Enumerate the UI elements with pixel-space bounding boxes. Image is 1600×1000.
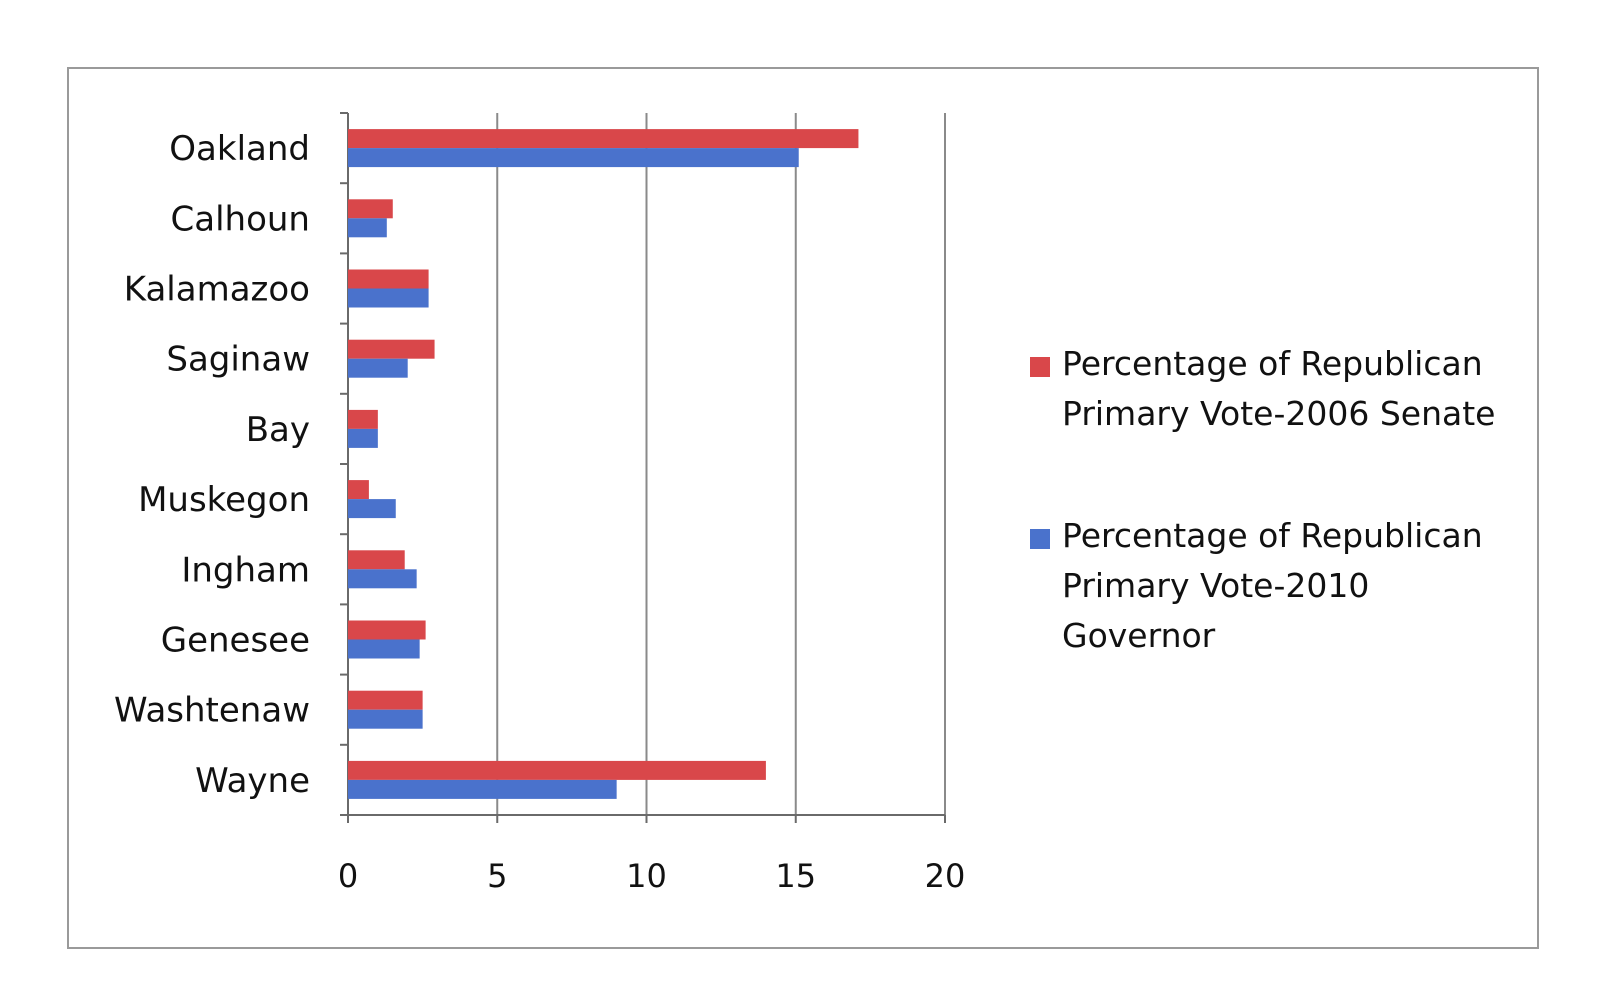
- x-tick-label: 20: [925, 857, 966, 895]
- legend-label-series-1: Primary Vote-2006 Senate: [1062, 394, 1495, 433]
- x-tick-label: 10: [626, 857, 667, 895]
- chart-border: [67, 67, 1539, 949]
- bar-genesee-series-2: [348, 639, 420, 659]
- bar-kalamazoo-series-2: [348, 288, 429, 308]
- legend-swatch-series-1: [1030, 357, 1050, 377]
- x-tick-label: 15: [775, 857, 816, 895]
- x-tick-label: 0: [338, 857, 358, 895]
- category-label: Bay: [246, 410, 310, 450]
- legend-label-series-2: Governor: [1062, 616, 1216, 655]
- bar-wayne-series-2: [348, 779, 617, 799]
- category-label: Saginaw: [166, 340, 310, 380]
- bar-ingham-series-1: [348, 550, 405, 570]
- bar-saginaw-series-1: [348, 339, 435, 359]
- bar-muskegon-series-2: [348, 499, 396, 519]
- bar-kalamazoo-series-1: [348, 269, 429, 289]
- legend-label-series-1: Percentage of Republican: [1062, 344, 1483, 383]
- bar-calhoun-series-1: [348, 199, 393, 219]
- bar-washtenaw-series-2: [348, 709, 423, 729]
- category-label: Oakland: [169, 129, 310, 169]
- legend-label-series-2: Percentage of Republican: [1062, 516, 1483, 555]
- bar-ingham-series-2: [348, 569, 417, 589]
- legend-label-series-2: Primary Vote-2010: [1062, 566, 1369, 605]
- bar-oakland-series-1: [348, 129, 859, 149]
- category-label: Kalamazoo: [124, 270, 310, 310]
- bar-oakland-series-2: [348, 148, 799, 168]
- bar-muskegon-series-1: [348, 480, 369, 500]
- bar-calhoun-series-2: [348, 218, 387, 238]
- category-label: Wayne: [195, 761, 310, 801]
- legend: Percentage of Republican Primary Vote-200…: [1030, 344, 1495, 655]
- legend-swatch-series-2: [1030, 529, 1050, 549]
- gridlines: [496, 113, 946, 815]
- bar-washtenaw-series-1: [348, 690, 423, 710]
- category-labels: Oakland Calhoun Kalamazoo Saginaw Bay Muskego…: [114, 129, 310, 801]
- category-label: Genesee: [161, 621, 310, 661]
- bar-bay-series-2: [348, 428, 378, 448]
- x-tick-labels: 0 5 10 15 20: [338, 857, 966, 895]
- bar-genesee-series-1: [348, 620, 426, 640]
- category-label: Ingham: [181, 550, 310, 590]
- category-label: Washtenaw: [114, 691, 310, 731]
- bar-bay-series-1: [348, 409, 378, 429]
- bar-saginaw-series-2: [348, 358, 408, 378]
- category-label: Muskegon: [138, 480, 310, 520]
- x-tick-label: 5: [487, 857, 507, 895]
- bar-wayne-series-1: [348, 760, 766, 780]
- category-label: Calhoun: [171, 199, 310, 239]
- bars: [348, 129, 859, 799]
